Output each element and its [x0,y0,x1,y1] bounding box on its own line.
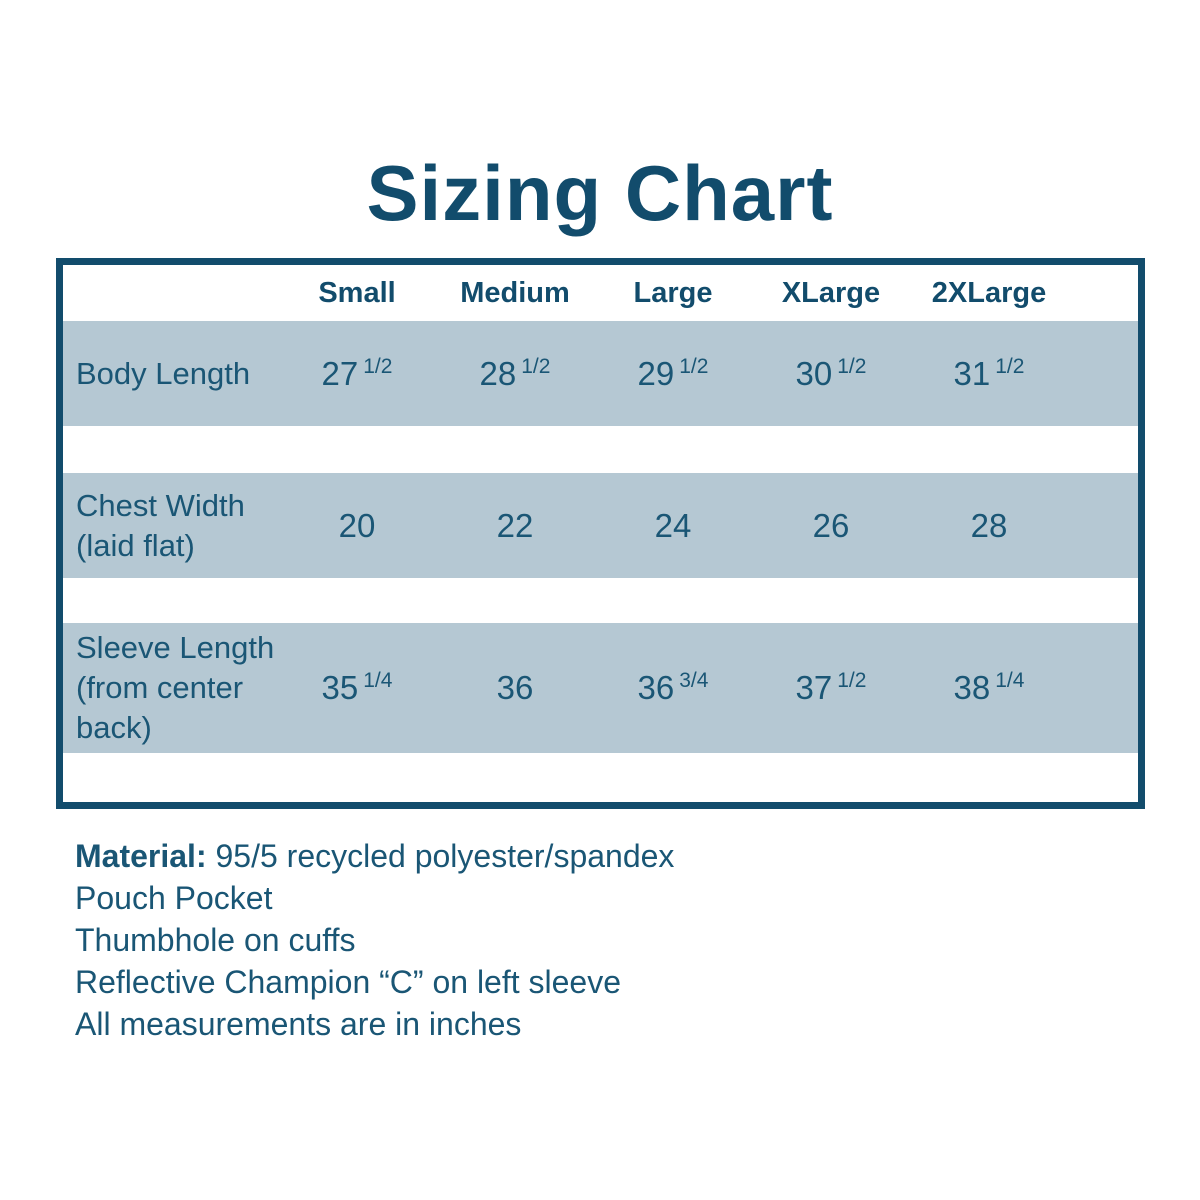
value-fraction: 1/2 [995,354,1025,378]
value-whole: 35 [321,669,359,706]
value-whole: 38 [953,669,991,706]
column-header-medium: Medium [460,276,570,309]
sizing-table: Small Medium Large XLarge 2XLarge Body Lengt… [56,258,1145,809]
value-whole: 37 [795,669,833,706]
value-fraction: 1/2 [837,669,867,692]
note-line: All measurements are in inches [75,1006,522,1042]
size-value: 22 [436,507,594,545]
note-line: Thumbhole on cuffs [75,922,356,958]
size-value: 35 1/4 [278,669,436,707]
note-line: Pouch Pocket [75,880,273,916]
row-label: Chest Width (laid flat) [76,487,245,563]
size-value: 26 [752,507,910,545]
value-whole: 20 [338,506,376,544]
note-line: Material: 95/5 recycled polyester/spande… [75,838,675,874]
note-label: Material: [75,838,207,874]
column-header-2xlarge: 2XLarge [931,276,1047,309]
value-whole: 29 [637,354,675,392]
value-fraction: 1/2 [521,354,551,378]
page-title: Sizing Chart [366,149,834,237]
value-fraction: 1/2 [363,354,393,378]
note-line: Reflective Champion “C” on left sleeve [75,964,622,1000]
value-whole: 28 [970,506,1008,544]
table-header-row: Small Medium Large XLarge 2XLarge [63,265,1138,321]
column-header-small: Small [318,276,396,309]
value-whole: 28 [479,354,517,392]
value-whole: 27 [321,354,359,392]
value-whole: 22 [496,506,534,544]
size-value: 20 [278,507,436,545]
value-whole: 30 [795,354,833,392]
size-value: 27 1/2 [278,355,436,393]
value-fraction: 3/4 [679,669,709,692]
value-fraction: 1/2 [837,354,867,378]
size-value: 28 1/2 [436,355,594,393]
table-row: Body Length 27 1/2 28 1/2 29 1/2 30 1/2 31 1/2 [63,321,1138,426]
notes: Material: 95/5 recycled polyester/spande… [75,835,1125,1045]
value-whole: 36 [496,669,534,706]
value-fraction: 1/4 [995,669,1025,692]
size-value: 37 1/2 [752,669,910,707]
size-value: 30 1/2 [752,355,910,393]
table-row: Chest Width (laid flat) 20 22 24 26 28 [63,473,1138,578]
value-fraction: 1/4 [363,669,393,692]
size-value: 24 [594,507,752,545]
size-value: 28 [910,507,1068,545]
row-label: Sleeve Length (from center back) [76,630,275,745]
size-value: 38 1/4 [910,669,1068,707]
row-label: Body Length [76,355,251,391]
size-value: 29 1/2 [594,355,752,393]
size-value: 36 3/4 [594,669,752,707]
column-header-xlarge: XLarge [781,276,881,309]
size-value: 31 1/2 [910,355,1068,393]
value-fraction: 1/2 [679,354,709,378]
column-header-large: Large [633,276,713,309]
value-whole: 31 [953,354,991,392]
value-whole: 24 [654,506,692,544]
table-rows: Body Length 27 1/2 28 1/2 29 1/2 30 1/2 31 1/2 Ches… [63,321,1138,753]
table-row: Sleeve Length (from center back) 35 1/4 36 36 3… [63,623,1138,753]
size-value: 36 [436,669,594,707]
value-whole: 36 [637,669,675,706]
value-whole: 26 [812,506,850,544]
